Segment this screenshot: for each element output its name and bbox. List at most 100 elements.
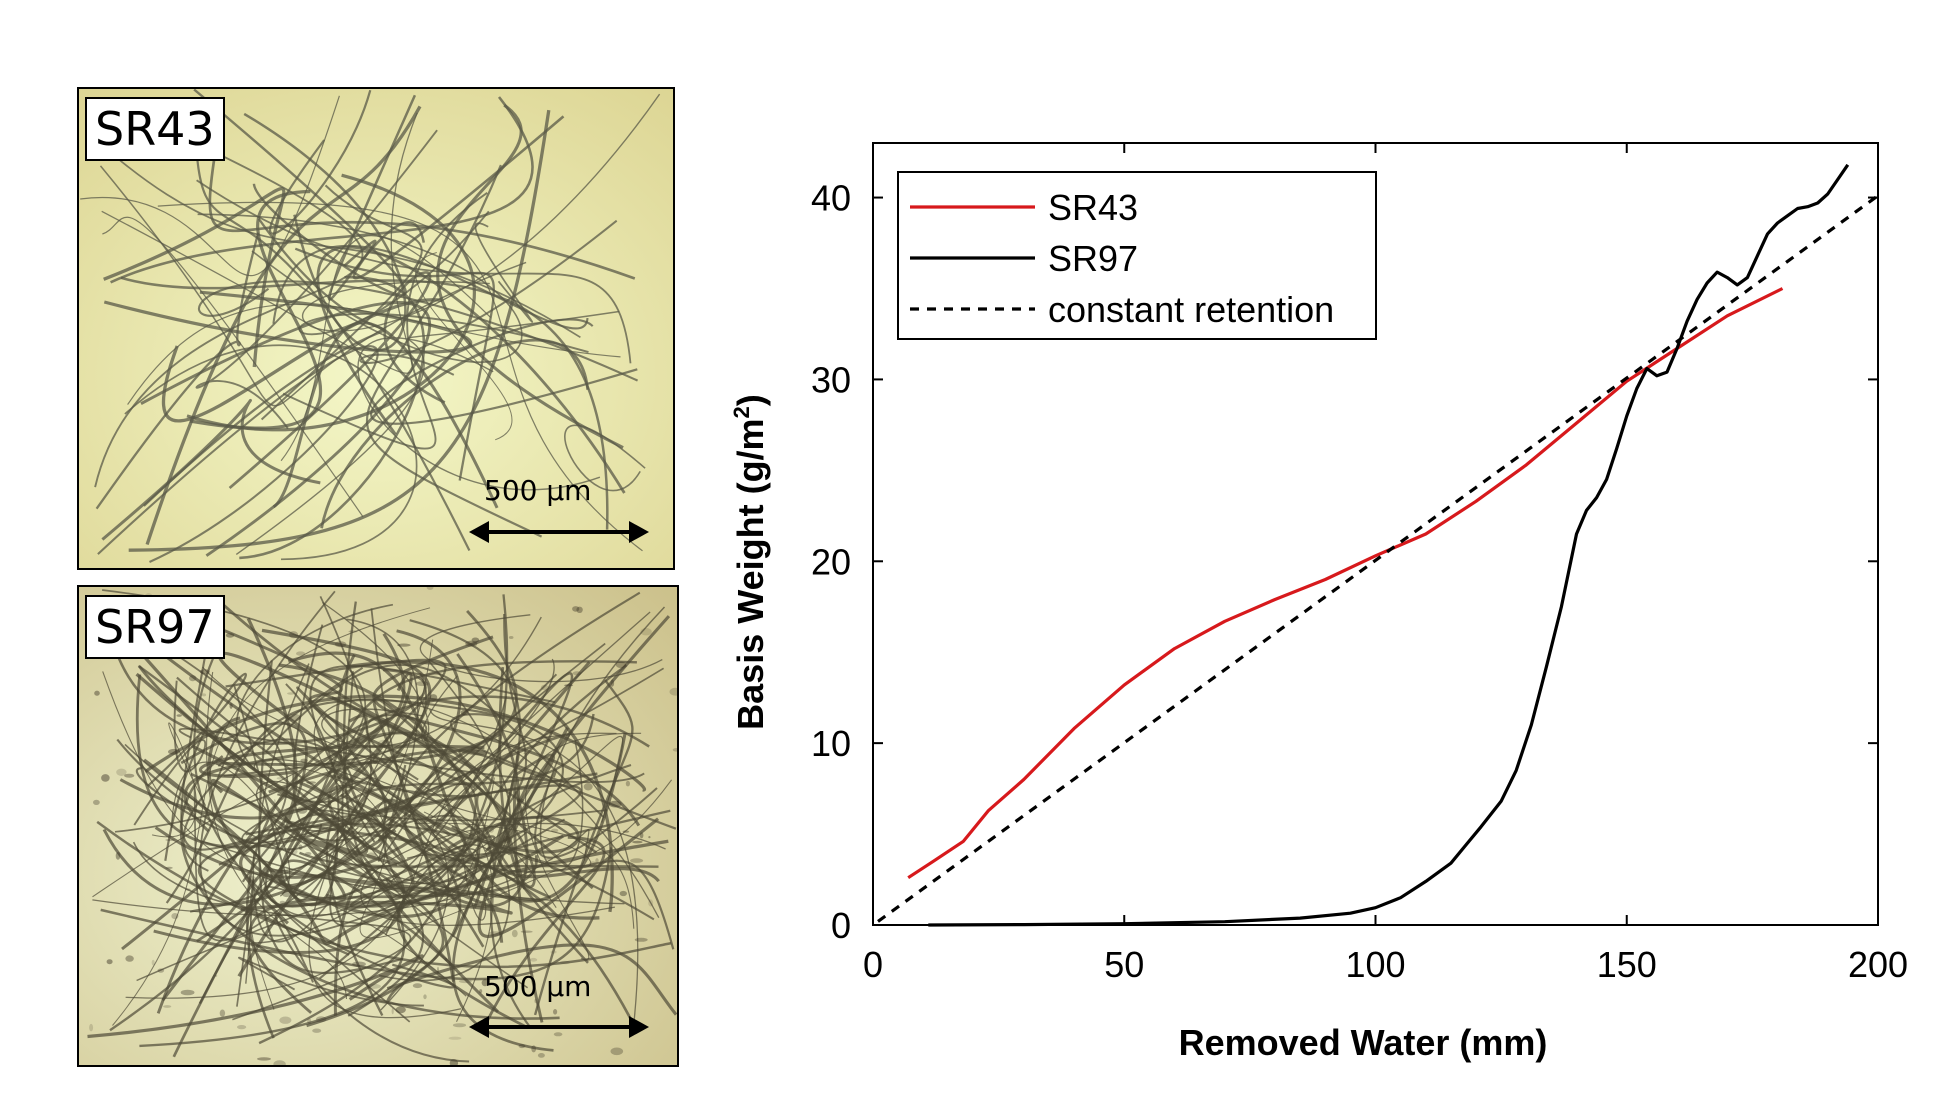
fiber-fragment: [276, 777, 283, 780]
fiber-fragment: [246, 876, 258, 883]
y-tick-label: 30: [811, 359, 851, 400]
fiber-fragment: [335, 830, 339, 835]
fiber: [195, 129, 438, 430]
legend-label: SR97: [1048, 238, 1138, 279]
y-axis-label-superscript: 2: [730, 406, 754, 418]
fiber-fragment: [608, 800, 622, 808]
fiber-fragment: [640, 628, 652, 636]
fiber-fragment: [372, 756, 378, 765]
fiber-fragment: [395, 1006, 406, 1014]
fiber-fragment: [559, 960, 571, 965]
fiber-fragment: [296, 651, 306, 656]
fiber-fragment: [672, 748, 677, 752]
fiber: [97, 345, 379, 563]
fiber-fragment: [458, 979, 472, 984]
fiber-fragment: [263, 840, 275, 846]
fiber: [218, 627, 476, 789]
fiber-fragment: [564, 684, 574, 687]
y-tick-label: 10: [811, 723, 851, 764]
fiber-fragment: [89, 1023, 94, 1032]
legend-label: SR43: [1048, 187, 1138, 228]
fiber-fragment: [165, 866, 173, 869]
fiber: [327, 94, 426, 301]
fiber: [264, 835, 496, 908]
x-tick-label: 50: [1104, 944, 1144, 985]
fiber: [196, 179, 632, 364]
fiber-fragment: [282, 890, 292, 898]
fiber: [509, 779, 673, 909]
fiber: [144, 694, 647, 792]
fiber-fragment: [237, 1025, 247, 1030]
fiber: [213, 595, 487, 794]
fiber-fragment: [437, 966, 439, 974]
fiber-fragment: [479, 989, 483, 994]
y-axis-label-end: ): [730, 394, 771, 406]
micrograph-sr43: SR43 500 µm: [77, 87, 675, 570]
y-axis-label: Basis Weight (g/m2): [730, 394, 771, 730]
fiber-fragment: [125, 955, 134, 962]
fiber-fragment: [622, 830, 630, 833]
fiber-fragment: [298, 844, 303, 850]
fiber-fragment: [168, 748, 180, 755]
fiber-fragment: [300, 758, 308, 763]
x-tick-label: 150: [1597, 944, 1657, 985]
fiber-fragment: [163, 1005, 172, 1008]
fiber-fragment: [549, 727, 553, 735]
fiber-fragment: [93, 799, 100, 805]
fiber-fragment: [189, 675, 197, 682]
fiber-fragment: [287, 848, 298, 855]
fiber-fragment: [352, 961, 366, 967]
fiber-fragment: [463, 873, 468, 880]
fiber-fragment: [334, 641, 347, 648]
y-tick-label: 40: [811, 178, 851, 219]
fiber: [248, 855, 538, 1014]
fiber: [533, 679, 634, 1016]
fiber: [308, 726, 462, 1019]
fiber: [102, 671, 467, 997]
scale-bar-arrow: [469, 521, 649, 543]
fiber-fragment: [415, 681, 429, 687]
fiber-fragment: [366, 852, 377, 860]
fiber-fragment: [534, 998, 537, 1004]
scale-bar-label: 500 µm: [484, 474, 592, 507]
fiber-fragment: [196, 735, 200, 739]
fiber-fragment: [648, 899, 654, 907]
fiber-fragment: [157, 968, 165, 973]
fiber: [245, 784, 582, 851]
fiber: [341, 671, 471, 869]
fiber-fragment: [669, 687, 677, 696]
fiber: [301, 93, 661, 332]
scale-bar-arrow: [469, 1016, 649, 1038]
y-tick-label: 0: [831, 905, 851, 946]
fiber-fragment: [551, 828, 559, 833]
fiber-fragment: [488, 826, 494, 833]
fiber: [343, 115, 565, 280]
fiber-fragment: [423, 994, 427, 1000]
fiber-fragment: [531, 1045, 537, 1053]
fiber: [197, 280, 639, 382]
fiber-fragment: [186, 765, 192, 768]
fiber-fragment: [648, 836, 651, 839]
fiber: [201, 840, 529, 989]
fiber-fragment: [537, 1053, 545, 1058]
fiber-fragment: [529, 957, 538, 962]
scale-bar-label: 500 µm: [484, 970, 592, 1003]
x-tick-label: 100: [1345, 944, 1405, 985]
fiber-fragment: [487, 842, 494, 851]
fiber-fragment: [101, 774, 110, 782]
y-axis: 0 10 20 30 40: [811, 178, 1878, 946]
fiber-fragment: [426, 587, 434, 590]
fiber: [258, 660, 404, 974]
fiber-fragment: [279, 900, 286, 904]
x-tick-label: 200: [1848, 944, 1908, 985]
x-axis-label: Removed Water (mm): [1179, 1022, 1548, 1063]
fiber: [316, 245, 626, 494]
fiber-fragment: [325, 762, 338, 766]
fiber: [145, 105, 422, 546]
fiber: [431, 672, 574, 938]
fiber: [157, 201, 643, 552]
fiber: [183, 632, 406, 833]
fiber-fragment: [465, 640, 478, 647]
fiber-fragment: [625, 780, 631, 787]
fiber-fragment: [444, 957, 448, 962]
